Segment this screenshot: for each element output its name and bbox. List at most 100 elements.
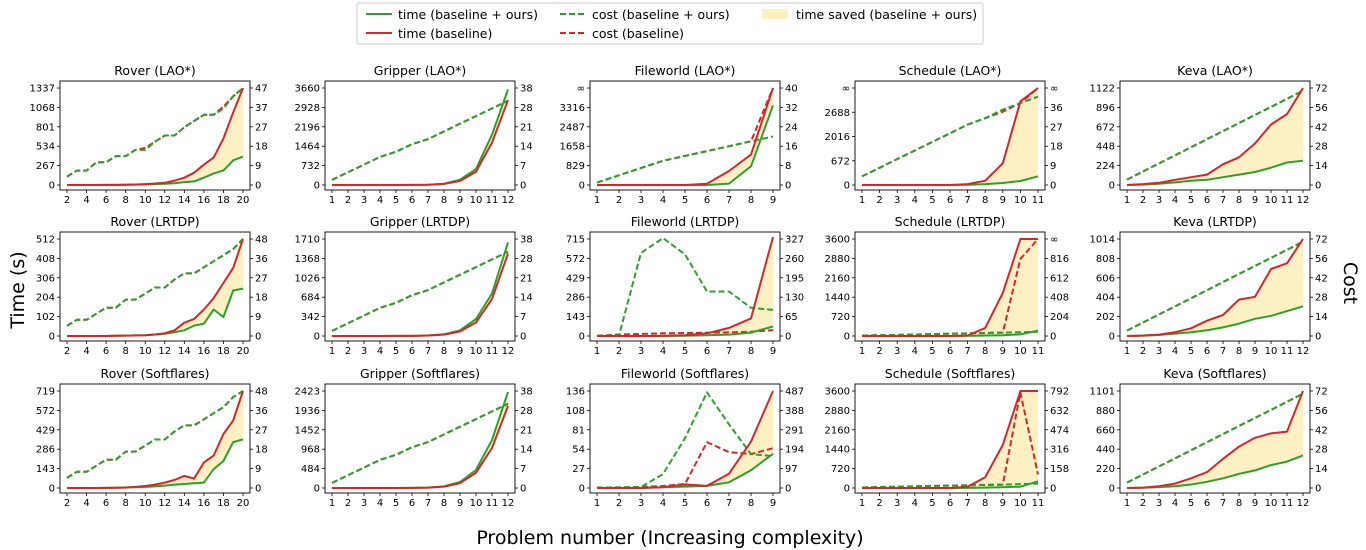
x-tick-label: 10 [139,195,152,206]
y-tick-label-left: 408 [36,254,55,265]
y-tick-label-left: 3316 [560,103,585,114]
x-tick-label: 10 [1265,346,1278,357]
figure-ylabel-left: Time (s) [7,251,29,329]
y-tick-label-right: 14 [520,142,533,153]
x-tick-label: 1 [329,346,335,357]
y-tick-label-right: 14 [1315,464,1328,475]
subplot-title: Gripper (LAO*) [374,63,466,78]
y-tick-label-right: 327 [785,235,804,246]
y-tick-label-left: 684 [301,293,320,304]
y-tick-label-left: 534 [36,142,55,153]
y-tick-label-left: 286 [566,293,585,304]
subplot-title: Gripper (Softflares) [360,366,480,381]
y-tick-label-left: 2160 [825,425,850,436]
subplot-frame [59,231,251,342]
y-tick-label-right: 0 [255,181,261,192]
subplot-frame [59,383,251,494]
x-tick-label: 8 [982,498,988,509]
y-tick-label-left: 2423 [295,387,320,398]
y-tick-label-left: 715 [566,235,585,246]
y-tick-label-left: 440 [1096,445,1115,456]
x-tick-label: 4 [83,498,89,509]
y-tick-label-left: 220 [1096,464,1115,475]
x-tick-label: 4 [912,195,918,206]
y-tick-label-right: 9 [255,312,261,323]
y-tick-label-right: 14 [520,293,533,304]
y-tick-label-left: 720 [831,312,850,323]
y-tick-label-left: 1452 [295,425,320,436]
x-tick-label: 6 [947,195,953,206]
y-tick-label-right: 792 [1050,387,1069,398]
y-tick-label-right: 56 [1315,254,1328,265]
y-tick-label-left: 102 [36,312,55,323]
x-tick-label: 2 [876,346,882,357]
y-tick-label-left: 306 [36,273,55,284]
cost-ours-line [861,482,1039,489]
y-tick-label-left: 0 [1109,181,1115,192]
x-tick-label: 3 [638,498,644,509]
x-tick-label: 2 [876,195,882,206]
y-tick-label-right: 14 [1315,312,1328,323]
y-tick-label-right: 36 [255,406,268,417]
x-tick-label: 5 [929,195,935,206]
cost-ours-line [331,99,509,181]
x-tick-label: 4 [912,346,918,357]
x-tick-label: 1 [1124,346,1130,357]
subplot-title: Rover (Softflares) [101,366,210,381]
subplot-title: Fileworld (LRTDP) [631,214,740,229]
x-tick-label: 10 [139,346,152,357]
y-tick-label-right: 130 [785,293,804,304]
time-ours-line [332,391,509,489]
y-tick-label-left: 224 [1096,161,1115,172]
y-tick-label-left: 1122 [1090,84,1115,95]
x-tick-label: 18 [217,346,230,357]
x-tick-label: 8 [122,346,128,357]
y-tick-label-right: 72 [1315,235,1328,246]
y-tick-label-right: 204 [1050,312,1069,323]
x-tick-label: 3 [1156,346,1162,357]
x-tick-label: 12 [158,498,171,509]
x-tick-label: 6 [704,498,710,509]
subplot-title: Keva (LRTDP) [1173,214,1257,229]
x-tick-label: 8 [122,498,128,509]
y-tick-label-left: 143 [566,312,585,323]
subplot-keva-lrtdp: Keva (LRTDP)1 2 3 4 5 6 7 8 9 10 11 120202404606808… [1090,214,1328,357]
y-tick-label-right: 0 [1315,332,1321,343]
y-tick-label-left: 606 [1096,273,1115,284]
legend-label-time-ours: time (baseline + ours) [398,7,538,22]
y-tick-label-right: 474 [1050,425,1069,436]
y-tick-label-left: 1440 [825,293,850,304]
x-tick-label: 6 [103,195,109,206]
figure-ylabel-right: Cost [1339,262,1361,304]
y-tick-label-right: 7 [520,161,526,172]
y-tick-label-right: 9 [255,464,261,475]
y-tick-label-left: 1014 [1090,235,1115,246]
time-baseline-line [332,405,509,489]
y-tick-label-left: 2016 [825,132,850,143]
y-tick-label-left: 404 [1096,293,1115,304]
y-tick-label-right: 816 [1050,254,1069,265]
x-tick-label: 4 [912,498,918,509]
y-tick-label-right: 97 [785,464,798,475]
x-tick-label: 10 [139,498,152,509]
time-baseline-line [1126,87,1304,186]
cost-ours-line [861,95,1039,178]
y-tick-label-right: 65 [785,312,798,323]
y-tick-label-right: 48 [255,387,268,398]
x-tick-label: 1 [1124,195,1130,206]
cost-ours-line [1126,89,1304,181]
y-tick-label-left: 808 [1096,254,1115,265]
x-tick-label: 11 [1032,195,1045,206]
x-tick-label: 12 [1297,346,1310,357]
x-tick-label: 10 [1014,498,1027,509]
x-tick-label: 7 [1220,195,1226,206]
y-tick-label-left: 1710 [295,235,320,246]
time-saved-area [862,239,1038,336]
y-tick-label-right: 14 [1315,161,1328,172]
x-tick-label: 7 [1220,346,1226,357]
y-tick-label-left: 0 [579,181,585,192]
y-tick-label-left: 0 [579,484,585,495]
x-tick-label: 12 [502,498,515,509]
y-tick-label-right: 14 [520,445,533,456]
y-tick-label-right: 0 [520,484,526,495]
